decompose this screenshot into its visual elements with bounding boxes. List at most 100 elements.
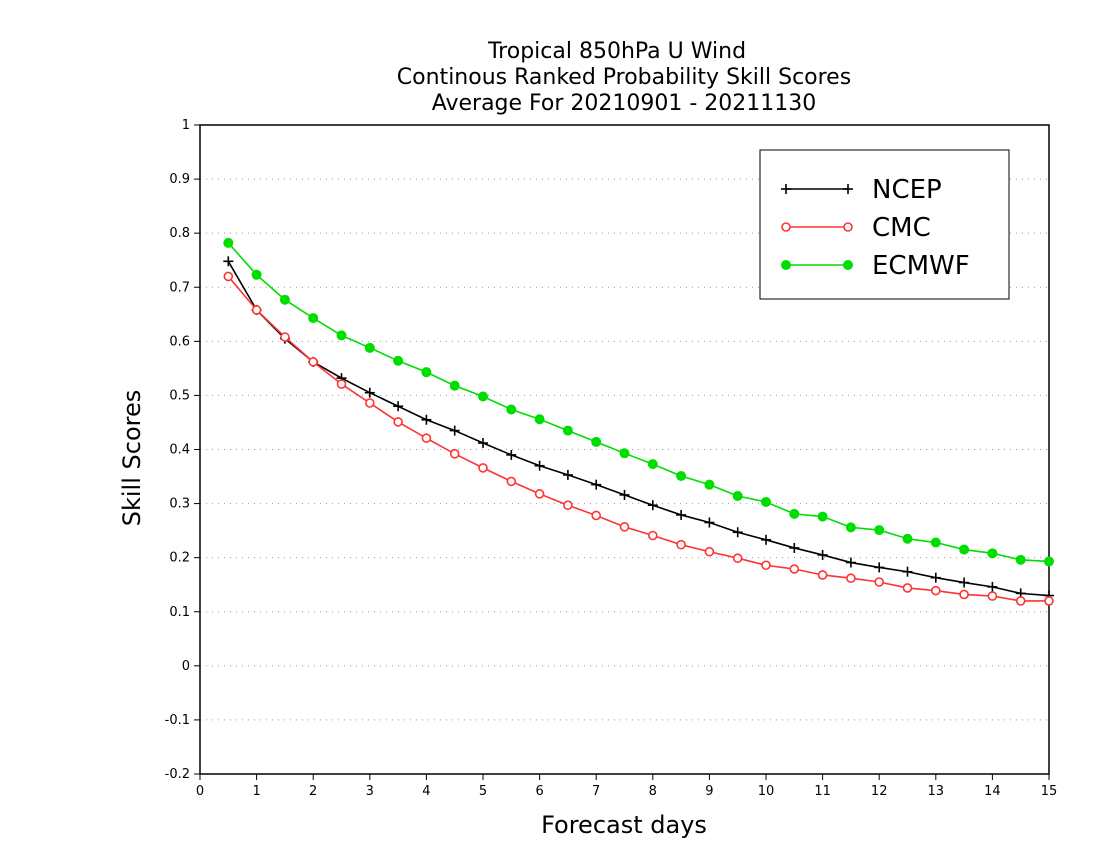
x-axis-label: Forecast days	[541, 811, 707, 839]
data-point-ecmwf	[959, 544, 970, 555]
legend-marker-ncep	[843, 184, 853, 194]
data-point-ecmwf	[704, 479, 715, 490]
data-point-ncep	[987, 581, 998, 592]
data-point-ecmwf	[562, 425, 573, 436]
series-line-cmc	[227, 275, 1049, 602]
data-point-cmc	[817, 570, 828, 580]
data-point-cmc	[251, 305, 262, 315]
series-ncep	[223, 256, 1054, 601]
data-point-ecmwf	[1044, 556, 1054, 567]
data-point-cmc	[534, 489, 545, 499]
data-point-cmc	[308, 357, 319, 367]
legend-label-ecmwf: ECMWF	[872, 251, 970, 281]
x-tick-label: 5	[479, 784, 487, 799]
data-point-ncep	[591, 479, 602, 490]
data-point-cmc	[761, 560, 771, 571]
data-point-ecmwf	[279, 294, 290, 305]
x-tick-label: 9	[705, 784, 713, 799]
legend-box	[759, 149, 1010, 300]
data-point-cmc	[619, 522, 630, 532]
series-line-ncep	[227, 260, 1050, 597]
data-point-ncep	[562, 469, 573, 480]
data-point-ncep	[732, 527, 743, 538]
data-point-ecmwf	[478, 391, 488, 402]
y-tick-label: 1	[182, 118, 190, 133]
data-point-cmc	[1015, 596, 1026, 606]
data-point-ncep	[789, 542, 800, 553]
x-tick-label: 14	[984, 784, 1001, 799]
data-point-cmc	[874, 577, 885, 587]
data-point-ncep	[761, 534, 771, 545]
legend-label-cmc: CMC	[872, 213, 931, 243]
data-point-ncep	[902, 566, 913, 577]
chart-title: Tropical 850hPa U Wind Continous Ranked …	[397, 39, 851, 116]
data-point-ecmwf	[987, 548, 998, 559]
data-point-ecmwf	[591, 436, 602, 447]
data-point-cmc	[591, 510, 602, 521]
data-point-cmc	[421, 433, 432, 443]
data-point-cmc	[676, 539, 686, 550]
data-point-ecmwf	[534, 414, 545, 425]
data-point-ecmwf	[364, 342, 375, 353]
y-tick-label: 0.7	[169, 280, 190, 295]
data-point-cmc	[364, 398, 375, 408]
data-point-ecmwf	[874, 525, 885, 536]
x-axis-ticks: 0 1 2 3 4 5 6 7 8 9 10 11 12 13 14 15	[196, 774, 1057, 799]
legend-marker-ncep	[781, 184, 791, 194]
data-point-cmc	[647, 530, 658, 541]
x-tick-label: 12	[871, 784, 888, 799]
y-tick-label: 0.5	[169, 388, 190, 403]
x-tick-label: 11	[814, 784, 831, 799]
data-point-cmc	[732, 553, 743, 564]
legend-label-ncep: NCEP	[872, 175, 942, 205]
series-cmc	[223, 271, 1054, 606]
legend: NCEP CMC ECMWF	[759, 149, 1010, 300]
data-point-ncep	[449, 425, 460, 436]
data-point-cmc	[449, 449, 460, 459]
data-point-ncep	[534, 460, 545, 471]
data-point-cmc	[1044, 596, 1054, 606]
x-tick-label: 8	[649, 784, 657, 799]
data-point-cmc	[280, 332, 290, 342]
x-tick-label: 4	[422, 784, 430, 799]
data-point-cmc	[846, 573, 856, 584]
data-point-ecmwf	[789, 508, 800, 519]
data-point-ecmwf	[506, 404, 517, 415]
x-tick-label: 7	[592, 784, 600, 799]
y-tick-label: 0.6	[169, 334, 190, 349]
data-point-ecmwf	[902, 533, 913, 544]
legend-marker-cmc	[781, 222, 791, 232]
data-point-ncep	[704, 517, 715, 528]
data-point-cmc	[223, 271, 234, 282]
y-axis-label: Skill Scores	[118, 390, 146, 527]
legend-entry-ncep: NCEP	[781, 175, 942, 205]
data-point-ncep	[421, 414, 432, 425]
title-line-1: Tropical 850hPa U Wind	[487, 39, 746, 64]
data-point-cmc	[959, 589, 969, 600]
data-point-ecmwf	[308, 313, 319, 324]
data-point-ecmwf	[619, 448, 630, 459]
data-point-cmc	[704, 546, 715, 557]
data-point-cmc	[393, 417, 403, 427]
data-point-cmc	[563, 500, 573, 511]
data-point-ecmwf	[732, 491, 743, 502]
data-point-ecmwf	[817, 511, 828, 522]
data-point-cmc	[789, 564, 800, 574]
y-tick-label: 0.2	[169, 551, 190, 566]
series-layer	[223, 237, 1054, 606]
data-point-ncep	[930, 572, 941, 583]
data-point-ncep	[874, 562, 885, 573]
data-point-ecmwf	[930, 537, 941, 548]
data-point-ncep	[619, 489, 630, 500]
y-tick-label: 0.9	[169, 172, 190, 187]
data-point-ncep	[364, 387, 375, 398]
data-point-ncep	[506, 449, 517, 460]
data-point-ecmwf	[449, 380, 460, 391]
title-line-2: Continous Ranked Probability Skill Score…	[397, 65, 851, 90]
x-tick-label: 0	[196, 784, 204, 799]
x-tick-label: 10	[758, 784, 775, 799]
data-point-ncep	[817, 549, 828, 560]
data-point-ncep	[647, 500, 658, 511]
data-point-cmc	[506, 476, 517, 487]
